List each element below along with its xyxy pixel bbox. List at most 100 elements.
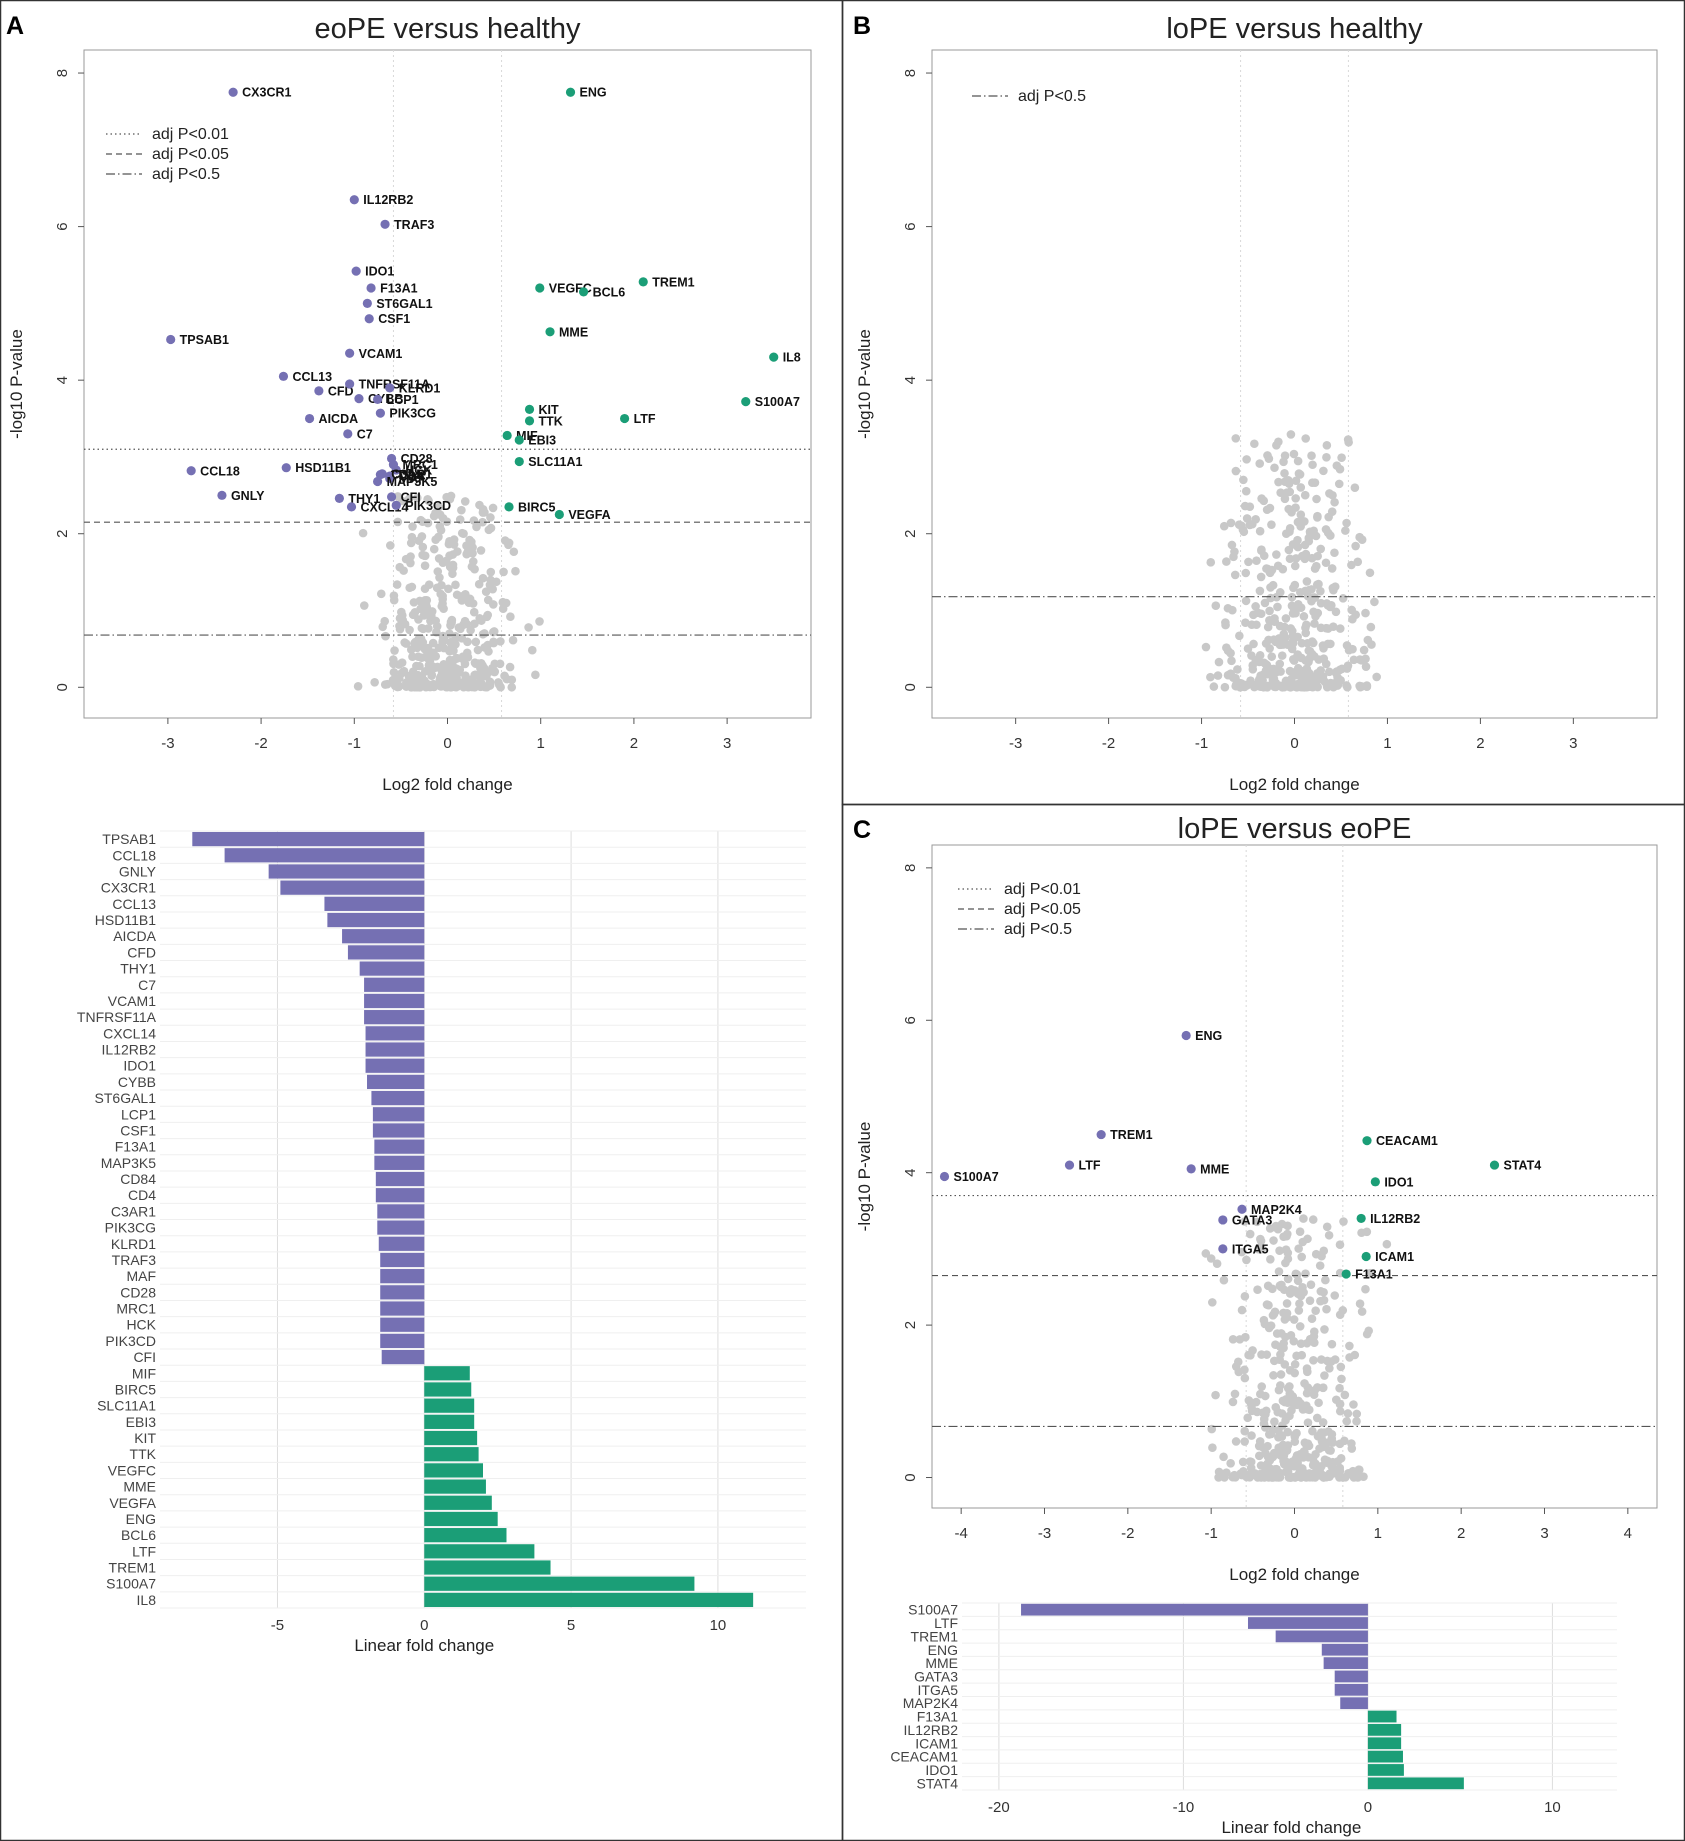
ns-point xyxy=(1335,624,1345,633)
point-PIK3CG xyxy=(375,408,385,418)
panel-letter-b: B xyxy=(853,12,871,40)
ns-point xyxy=(1370,597,1379,607)
ns-point xyxy=(1309,1356,1318,1365)
ns-point xyxy=(1355,532,1364,542)
ns-point xyxy=(1230,1389,1240,1399)
ns-point xyxy=(1300,490,1310,500)
ns-point xyxy=(392,674,401,683)
ns-point xyxy=(1256,609,1266,619)
x-axis-label: Log2 fold change xyxy=(1229,1565,1359,1584)
gene-label-EBI3: EBI3 xyxy=(528,434,556,448)
x-tick-label: 10 xyxy=(710,1617,727,1634)
ns-point xyxy=(1269,635,1279,644)
ns-point xyxy=(1281,614,1291,623)
bar-CD84 xyxy=(375,1171,425,1187)
ns-point xyxy=(1365,568,1375,578)
ns-point xyxy=(1270,1465,1280,1474)
gene-label-ICAM1: ICAM1 xyxy=(1375,1250,1414,1264)
ns-point xyxy=(1291,554,1301,563)
ns-point xyxy=(1238,1457,1248,1467)
ns-point xyxy=(1231,466,1241,476)
ns-point xyxy=(1271,1402,1281,1412)
ns-point xyxy=(1313,513,1322,522)
ns-point xyxy=(1231,434,1241,443)
bar-KIT xyxy=(424,1430,478,1446)
legend-label: adj P<0.05 xyxy=(1004,901,1081,918)
ns-point xyxy=(1234,520,1244,530)
bar-MRC1 xyxy=(380,1301,425,1316)
bar-category-label: CSF1 xyxy=(120,1122,156,1138)
gene-label-IDO1: IDO1 xyxy=(1384,1175,1413,1189)
ns-point xyxy=(1296,1291,1306,1301)
ns-point xyxy=(450,682,459,692)
ns-point xyxy=(1309,1390,1319,1400)
ns-point xyxy=(1293,456,1303,466)
ns-point xyxy=(1351,541,1360,551)
point-TNFRSF11A xyxy=(345,379,355,389)
ns-point xyxy=(1322,441,1332,450)
ns-point xyxy=(511,566,520,576)
ns-point xyxy=(1270,1417,1279,1426)
ns-point xyxy=(1330,497,1339,507)
ns-point xyxy=(359,601,369,610)
bar-category-label: MAP3K5 xyxy=(101,1155,156,1171)
y-axis-label: -log10 P-value xyxy=(855,329,874,439)
ns-point xyxy=(407,582,417,592)
gene-label-CFD: CFD xyxy=(328,384,354,398)
bar-MAF xyxy=(380,1269,425,1284)
ns-point xyxy=(1303,1367,1312,1377)
bar-S100A7 xyxy=(1021,1603,1368,1616)
bar-category-label: IL12RB2 xyxy=(904,1722,959,1738)
ns-point xyxy=(468,599,478,608)
x-tick-label: -10 xyxy=(1173,1799,1195,1816)
point-TREM1 xyxy=(638,277,648,287)
ns-point xyxy=(1273,561,1283,571)
ns-point xyxy=(1302,1471,1311,1480)
x-tick-label: 3 xyxy=(723,735,731,752)
ns-point xyxy=(1261,1406,1271,1416)
ns-point xyxy=(1310,619,1319,628)
bar-category-label: KLRD1 xyxy=(111,1236,156,1252)
ns-point xyxy=(1260,1423,1270,1432)
ns-point xyxy=(508,635,518,645)
ns-point xyxy=(1305,1296,1315,1305)
ns-point xyxy=(488,584,497,594)
point-HSD11B1 xyxy=(281,463,291,473)
bar-VCAM1 xyxy=(364,993,425,1009)
bar-category-label: HSD11B1 xyxy=(95,912,156,928)
point-STAT4 xyxy=(1489,1160,1500,1170)
ns-point xyxy=(1290,561,1300,571)
ns-point xyxy=(1297,1350,1307,1360)
ns-point xyxy=(1209,682,1219,691)
y-tick-label: 2 xyxy=(902,530,919,538)
bar-category-label: CFI xyxy=(133,1349,156,1365)
ns-point xyxy=(381,631,390,641)
bar-IDO1 xyxy=(365,1058,425,1073)
ns-point xyxy=(1330,1291,1340,1300)
ns-point xyxy=(1275,588,1285,597)
ns-point xyxy=(1335,1406,1345,1416)
gene-label-TREM1: TREM1 xyxy=(1110,1128,1152,1142)
ns-point xyxy=(1211,601,1221,611)
gene-label-LTF: LTF xyxy=(634,412,656,426)
bar-CX3CR1 xyxy=(280,880,425,895)
ns-point xyxy=(1246,1399,1256,1409)
ns-point xyxy=(1342,518,1351,528)
ns-point xyxy=(405,625,414,635)
ns-point xyxy=(1275,659,1285,669)
x-axis-label: Log2 fold change xyxy=(382,775,512,794)
ns-point xyxy=(1337,1472,1346,1482)
point-ICAM1 xyxy=(1361,1251,1371,1262)
point-AICDA xyxy=(304,413,315,424)
ns-point xyxy=(1278,1421,1287,1430)
gene-label-TPSAB1: TPSAB1 xyxy=(180,333,229,347)
ns-point xyxy=(1264,454,1274,463)
bar-AICDA xyxy=(342,929,425,944)
ns-point xyxy=(457,634,467,643)
bar-category-label: CD84 xyxy=(120,1171,156,1187)
ns-point xyxy=(1266,616,1275,626)
ns-point xyxy=(1306,1280,1316,1289)
ns-point xyxy=(443,681,453,691)
bar-category-label: ITGA5 xyxy=(918,1682,959,1698)
ns-point xyxy=(1352,1409,1362,1419)
